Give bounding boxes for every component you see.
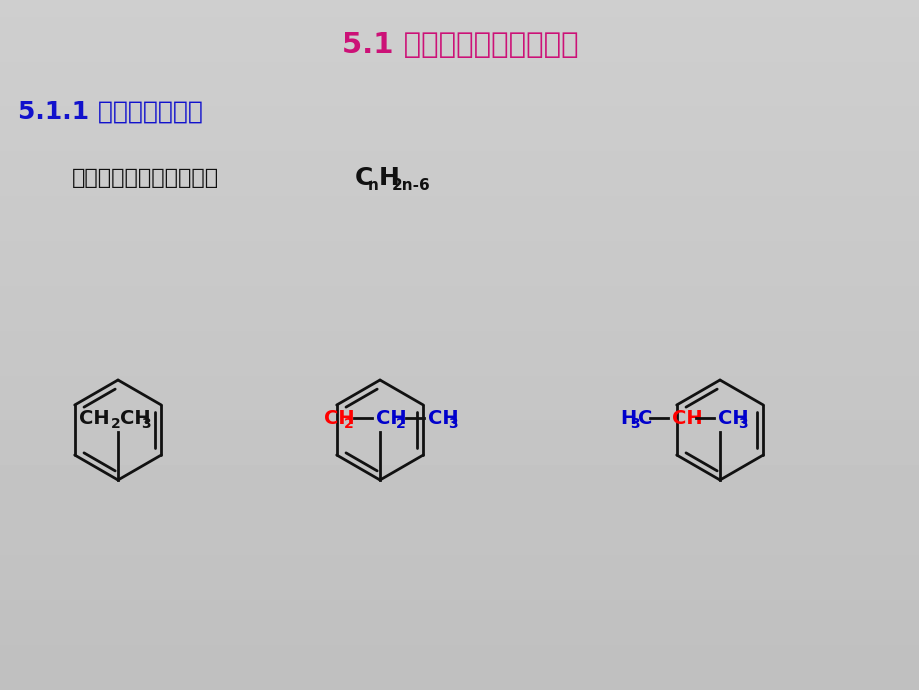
- Text: CH: CH: [671, 408, 702, 428]
- Text: 2: 2: [111, 417, 120, 431]
- Text: H: H: [379, 166, 400, 190]
- Text: n: n: [368, 177, 379, 193]
- Text: CH: CH: [79, 408, 110, 428]
- Text: 2n-6: 2n-6: [391, 177, 430, 193]
- Text: CH: CH: [119, 408, 151, 428]
- Text: 5.1 芯烃的构造异构和命名: 5.1 芯烃的构造异构和命名: [341, 31, 578, 59]
- Text: CH: CH: [427, 408, 459, 428]
- Text: 3: 3: [448, 417, 457, 431]
- Text: CH: CH: [323, 408, 354, 428]
- Text: CH: CH: [376, 408, 406, 428]
- Text: 四个不饱和度，通式为：: 四个不饱和度，通式为：: [72, 168, 219, 188]
- Text: CH: CH: [717, 408, 748, 428]
- Text: 5.1.1 芯烃的构造异构: 5.1.1 芯烃的构造异构: [18, 100, 203, 124]
- Text: 2: 2: [395, 417, 405, 431]
- Text: 3: 3: [141, 417, 151, 431]
- Text: 3: 3: [737, 417, 747, 431]
- Text: C: C: [637, 408, 652, 428]
- Text: 2: 2: [344, 417, 354, 431]
- Text: C: C: [355, 166, 373, 190]
- Text: 3: 3: [630, 417, 639, 431]
- Text: H: H: [619, 408, 636, 428]
